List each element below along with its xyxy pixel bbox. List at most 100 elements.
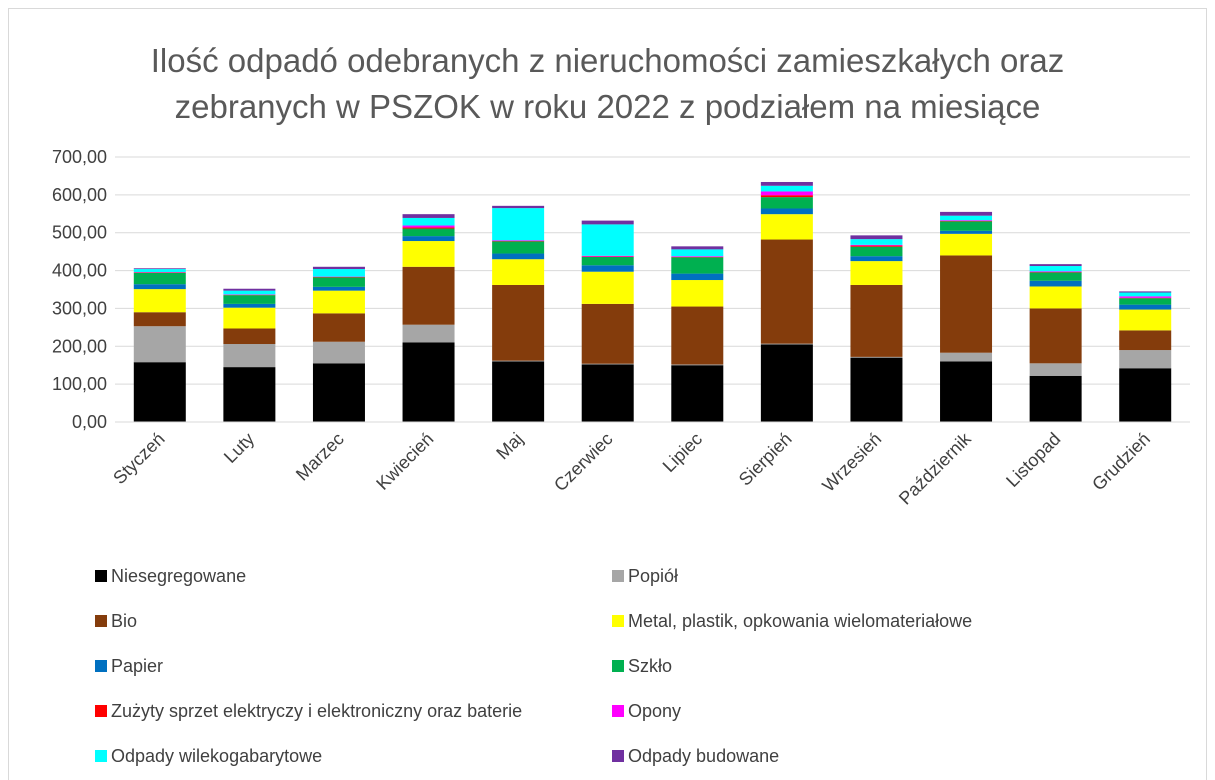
bar-segment — [492, 360, 545, 362]
bar-segment — [581, 256, 634, 266]
bar-segment — [223, 295, 276, 304]
bar-segment — [760, 344, 813, 422]
bar-segment — [850, 246, 903, 257]
bar-segment — [492, 240, 545, 242]
legend-swatch — [95, 660, 107, 672]
legend-label: Niesegregowane — [111, 566, 246, 586]
bar-segment — [223, 307, 276, 329]
bar-segment — [312, 341, 365, 364]
x-tick-label: Luty — [220, 429, 258, 467]
bar-segment — [940, 361, 993, 422]
bar-segment — [940, 230, 993, 234]
bar-segment — [492, 241, 545, 254]
legend-swatch — [612, 705, 624, 717]
bar-segment — [850, 256, 903, 262]
x-tick-label: Styczeń — [109, 429, 168, 488]
bar-segment — [671, 365, 724, 422]
bar-segment — [850, 261, 903, 285]
bar-segment — [760, 181, 813, 186]
bar-segment — [133, 312, 186, 327]
bar-segment — [760, 195, 813, 198]
bar-segment — [940, 233, 993, 256]
bar-segment — [671, 364, 724, 366]
bar-segment — [312, 363, 365, 422]
bar-segment — [312, 290, 365, 314]
bar-segment — [312, 277, 365, 287]
chart-title: Ilość odpadó odebranych z nieruchomości … — [150, 42, 1065, 125]
bar-segment — [940, 352, 993, 362]
bar-segment — [760, 214, 813, 240]
bar-segment — [312, 266, 365, 270]
legend-label: Odpady wilekogabarytowe — [111, 746, 322, 766]
bar-segment — [1119, 350, 1172, 369]
legend-swatch — [612, 750, 624, 762]
bar-segment — [760, 208, 813, 215]
bar-segment — [760, 185, 813, 192]
bar-segment — [133, 326, 186, 363]
bar-segment — [1029, 280, 1082, 287]
legend-swatch — [612, 615, 624, 627]
y-tick-label: 400,00 — [52, 261, 107, 281]
bar-segment — [850, 235, 903, 240]
bar-segment — [312, 313, 365, 342]
x-tick-label: Czerwiec — [550, 429, 616, 495]
x-tick-label: Wrzesień — [818, 429, 885, 496]
chart-frame — [8, 8, 1207, 780]
legend-swatch — [95, 570, 107, 582]
bar-segment — [940, 255, 993, 353]
bar-segment — [312, 269, 365, 277]
bar-segment — [1029, 264, 1082, 267]
bar-segment — [671, 246, 724, 250]
legend-label: Zużyty sprzet elektryczy i elektroniczny… — [111, 701, 522, 721]
bar-segment — [940, 211, 993, 216]
bar-segment — [1119, 330, 1172, 351]
legend-label: Popiół — [628, 566, 678, 586]
bar-segment — [223, 344, 276, 368]
bar-segment — [671, 306, 724, 365]
bar-segment — [492, 205, 545, 209]
bar-segment — [671, 256, 724, 257]
bar-segment — [492, 361, 545, 422]
y-tick-label: 200,00 — [52, 336, 107, 356]
bar-segment — [223, 367, 276, 422]
bar-segment — [223, 290, 276, 295]
bar-segment — [402, 324, 455, 343]
bar-segment — [581, 271, 634, 304]
bar-segment — [492, 259, 545, 285]
y-tick-label: 500,00 — [52, 223, 107, 243]
bar-segment — [581, 265, 634, 272]
legend-label: Szkło — [628, 656, 672, 676]
y-tick-label: 100,00 — [52, 374, 107, 394]
bar-segment — [581, 364, 634, 422]
x-tick-label: Sierpień — [735, 429, 796, 490]
bar-segment — [133, 362, 186, 422]
legend-swatch — [95, 615, 107, 627]
legend-label: Opony — [628, 701, 681, 721]
bar-segment — [223, 303, 276, 308]
bar-segment — [133, 272, 186, 285]
bar-segment — [492, 208, 545, 241]
bar-segment — [671, 280, 724, 307]
bar-segment — [133, 289, 186, 313]
bar-segment — [671, 273, 724, 281]
bar-segment — [850, 356, 903, 358]
legend-swatch — [612, 570, 624, 582]
bar-segment — [402, 342, 455, 422]
bar-segment — [1119, 298, 1172, 305]
bar-segment — [402, 228, 455, 237]
bar-segment — [581, 303, 634, 364]
x-tick-label: Grudzień — [1088, 429, 1154, 495]
bar-segment — [850, 245, 903, 247]
y-tick-label: 700,00 — [52, 147, 107, 167]
bar-segment — [940, 221, 993, 231]
bar-segment — [1119, 368, 1172, 422]
x-tick-label: Listopad — [1002, 429, 1064, 491]
bar-segment — [133, 269, 186, 273]
bar-segment — [223, 328, 276, 345]
bar-segment — [402, 225, 455, 228]
bar-segment — [492, 284, 545, 361]
bar-segment — [1119, 291, 1172, 293]
legend-label: Odpady budowane — [628, 746, 779, 766]
